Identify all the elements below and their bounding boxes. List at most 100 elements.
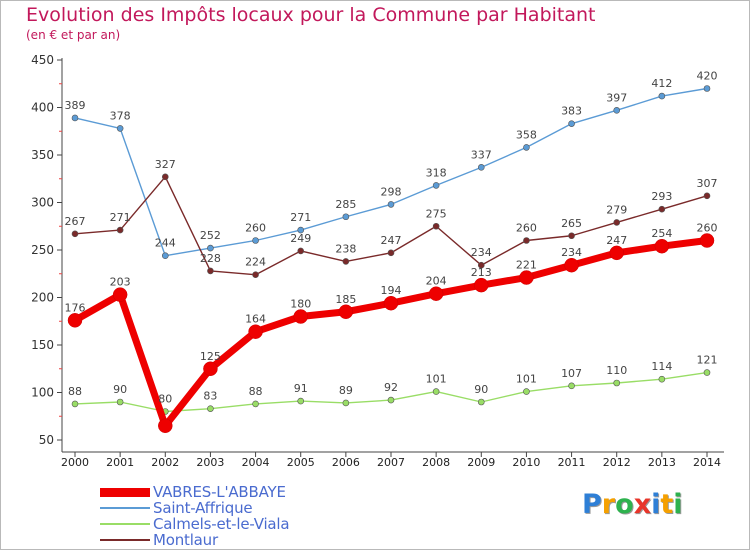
x-tick-label: 2004 xyxy=(242,456,270,469)
data-point xyxy=(116,125,124,132)
x-tick-label: 2001 xyxy=(106,456,134,469)
x-tick-label: 2009 xyxy=(467,456,495,469)
data-label: 203 xyxy=(110,276,131,289)
data-label: 244 xyxy=(155,237,176,250)
data-point xyxy=(387,201,395,208)
data-label: 204 xyxy=(426,275,447,288)
logo-letter: x xyxy=(633,489,652,520)
data-point xyxy=(67,313,83,328)
y-tick-label: 100 xyxy=(31,386,54,400)
data-label: 89 xyxy=(339,384,353,397)
data-point xyxy=(252,271,259,279)
x-tick-label: 2010 xyxy=(512,456,540,469)
data-point xyxy=(248,324,263,339)
data-point xyxy=(477,164,485,171)
data-point xyxy=(699,233,715,248)
data-point xyxy=(523,237,530,244)
data-point xyxy=(342,213,350,221)
chart-title: Evolution des Impôts locaux pour la Comm… xyxy=(26,4,596,26)
data-point xyxy=(564,257,579,273)
logo-letter: i xyxy=(651,489,661,520)
data-label: 254 xyxy=(651,227,672,240)
data-point xyxy=(519,270,534,285)
data-point xyxy=(71,114,79,122)
data-point xyxy=(658,375,666,383)
data-point xyxy=(116,226,124,234)
data-label: 114 xyxy=(651,360,672,373)
data-label: 271 xyxy=(290,211,311,224)
data-label: 247 xyxy=(381,234,402,247)
data-label: 80 xyxy=(158,393,172,406)
data-label: 327 xyxy=(155,158,176,171)
data-point xyxy=(207,267,214,275)
data-label: 91 xyxy=(294,382,308,395)
legend-label: VABRES-L'ABBAYE xyxy=(153,483,286,501)
data-label: 83 xyxy=(203,390,217,403)
y-tick-label: 350 xyxy=(31,148,54,162)
data-point xyxy=(112,287,128,302)
data-point xyxy=(477,398,485,406)
data-point xyxy=(703,192,711,200)
logo-letter: o xyxy=(615,489,634,520)
data-label: 90 xyxy=(474,383,488,396)
data-point xyxy=(203,361,218,376)
y-tick-label: 50 xyxy=(39,433,54,447)
y-tick-label: 450 xyxy=(31,53,54,67)
data-point xyxy=(658,92,666,100)
data-label: 307 xyxy=(697,177,718,190)
x-tick-label: 2000 xyxy=(61,456,89,469)
data-point xyxy=(297,226,305,234)
data-point xyxy=(568,232,575,240)
y-tick-label: 400 xyxy=(31,101,54,115)
logo-letter: i xyxy=(673,489,683,520)
y-tick-label: 200 xyxy=(31,291,54,305)
x-tick-label: 2008 xyxy=(422,456,450,469)
data-point xyxy=(387,249,395,257)
data-point xyxy=(297,247,305,255)
data-point xyxy=(207,405,214,412)
x-tick-label: 2006 xyxy=(332,456,360,469)
data-point xyxy=(523,388,530,395)
data-label: 125 xyxy=(200,350,221,363)
legend-label: Saint-Affrique xyxy=(153,499,253,517)
y-tick-label: 300 xyxy=(31,196,54,210)
data-label: 176 xyxy=(65,301,86,314)
data-label: 180 xyxy=(290,298,311,311)
data-point xyxy=(161,173,169,181)
data-label: 389 xyxy=(65,99,86,112)
x-tick-label: 2011 xyxy=(558,456,586,469)
legend-label: Calmels-et-le-Viala xyxy=(153,515,290,533)
data-label: 383 xyxy=(561,105,582,118)
data-label: 271 xyxy=(110,211,131,224)
data-point xyxy=(293,309,308,324)
data-point xyxy=(428,286,444,301)
y-tick-label: 250 xyxy=(31,243,54,257)
data-label: 397 xyxy=(606,91,627,104)
data-point xyxy=(383,295,399,311)
legend-swatch xyxy=(100,539,150,541)
data-label: 267 xyxy=(65,215,86,228)
data-point xyxy=(432,222,440,230)
data-label: 238 xyxy=(335,242,356,255)
data-point xyxy=(658,205,666,213)
data-point xyxy=(252,400,259,408)
data-point xyxy=(342,399,350,407)
data-point xyxy=(613,107,621,114)
data-label: 213 xyxy=(471,266,492,279)
data-label: 337 xyxy=(471,148,492,161)
x-tick-label: 2014 xyxy=(693,456,721,469)
data-label: 164 xyxy=(245,313,266,326)
data-label: 260 xyxy=(516,222,537,235)
data-label: 101 xyxy=(516,373,537,386)
legend-label: Montlaur xyxy=(153,531,218,549)
x-tick-label: 2012 xyxy=(603,456,631,469)
data-point xyxy=(568,120,575,127)
data-label: 110 xyxy=(606,364,627,377)
logo-letter: P xyxy=(582,489,602,520)
data-label: 358 xyxy=(516,128,537,141)
data-point xyxy=(613,379,621,387)
data-point xyxy=(71,400,79,408)
x-tick-label: 2002 xyxy=(151,456,179,469)
legend-swatch xyxy=(100,487,150,497)
data-point xyxy=(252,237,259,244)
